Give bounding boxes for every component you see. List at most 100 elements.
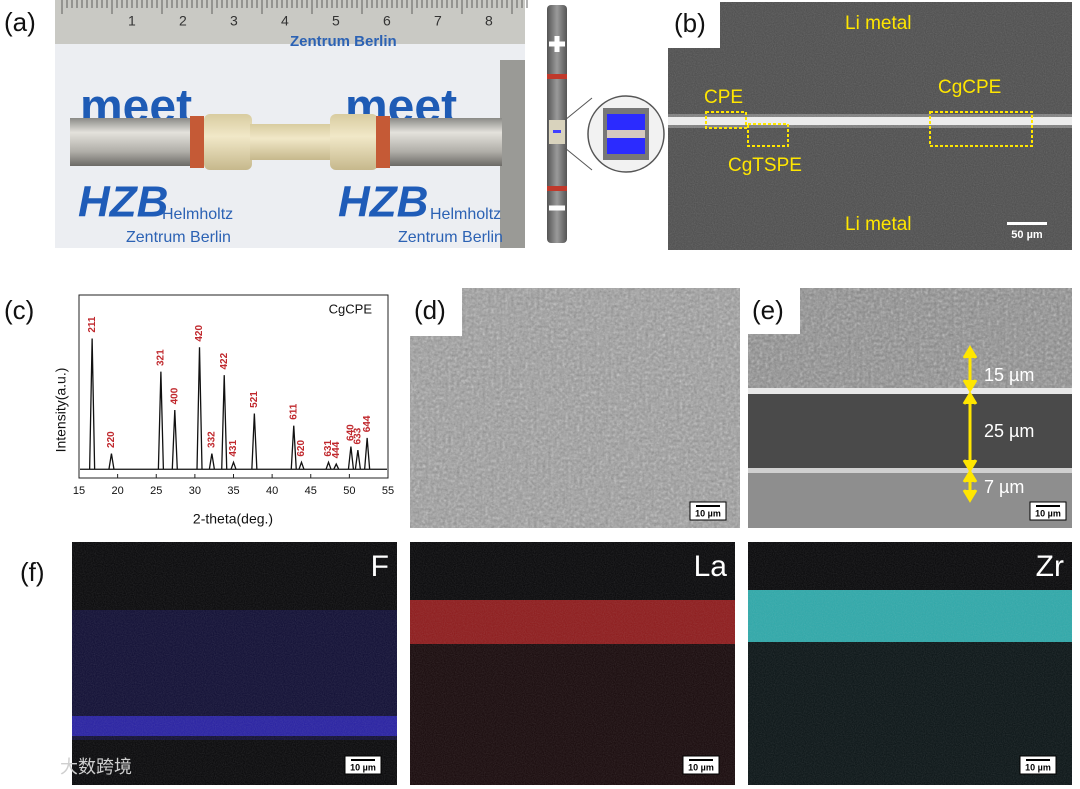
region-box — [929, 111, 1033, 147]
sem-noise — [668, 2, 1072, 250]
scale-bar — [1026, 759, 1050, 761]
panel-label: (e) — [752, 295, 784, 325]
x-tick-label: 15 — [73, 485, 85, 497]
ruler-number: 3 — [230, 13, 238, 29]
element-label: Zr — [1036, 550, 1064, 583]
peak — [221, 375, 228, 470]
photo-text: Helmholtz — [430, 206, 501, 223]
thickness-label: 25 µm — [984, 421, 1034, 441]
peak — [157, 371, 165, 470]
peak-label: 220 — [106, 431, 117, 448]
legend: CgCPE — [329, 301, 373, 316]
label-bg — [410, 288, 462, 336]
scale-bar — [696, 505, 720, 507]
scale-label: 50 µm — [1011, 229, 1043, 241]
inset-lines — [564, 97, 593, 171]
peak — [88, 338, 96, 470]
panel-label: (d) — [414, 295, 446, 325]
cell-sample — [553, 130, 561, 133]
ruler-number: 8 — [485, 13, 493, 29]
region-label: Li metal — [845, 214, 912, 235]
panel-label: (c) — [4, 295, 34, 325]
sem-noise — [748, 288, 1072, 390]
peak-label: 332 — [207, 431, 218, 448]
ring — [190, 116, 204, 168]
peak-label: 321 — [156, 349, 167, 366]
peak-label: 631 — [323, 440, 334, 457]
label-bg — [668, 2, 720, 48]
peak-label: 640 — [346, 424, 357, 441]
electrolyte-layer — [668, 117, 1072, 125]
label-bg — [0, 0, 55, 48]
label-bg — [748, 288, 800, 334]
holder — [250, 124, 332, 160]
sem-b: (b) Li metal Li metal CPE CgTSPE CgCPE 5… — [668, 2, 1072, 250]
inset-li — [607, 138, 645, 154]
peak — [347, 446, 355, 470]
photo-panel: meet meet Zentrum Berlin HZB Helmholtz Z… — [55, 0, 528, 248]
scale-bar — [1036, 505, 1060, 507]
peak-label: 611 — [288, 403, 299, 420]
element-label: F — [371, 550, 389, 583]
rod — [70, 118, 195, 166]
panel-label: (f) — [20, 557, 45, 587]
watermark: 大数跨境 — [60, 757, 132, 777]
ruler-number: 1 — [128, 13, 136, 29]
region-label: CPE — [704, 87, 743, 108]
region-label: CgCPE — [938, 77, 1001, 98]
panel-label: (a) — [4, 7, 36, 37]
peak-label: 620 — [296, 440, 307, 457]
logo: HZB — [78, 178, 168, 227]
ruler-number: 5 — [332, 13, 340, 29]
scale-bar — [689, 759, 713, 761]
peak-label: 211 — [87, 316, 98, 333]
sem-d: (d) 10 µm — [410, 288, 740, 528]
electrolyte-glow — [668, 114, 1072, 128]
peak-label: 521 — [249, 391, 260, 408]
bottom-layer — [748, 473, 1072, 528]
peak — [251, 413, 258, 470]
peak — [208, 453, 216, 470]
panel-label: (b) — [674, 8, 706, 38]
photo-text: Zentrum Berlin — [398, 229, 503, 246]
peak — [325, 460, 332, 470]
peak — [290, 425, 297, 470]
scale-label: 10 µm — [350, 762, 376, 772]
inset-li — [607, 114, 645, 130]
peak — [196, 347, 203, 470]
scale-label: 10 µm — [688, 762, 714, 772]
scale-label: 10 µm — [695, 508, 721, 518]
y-axis-title: Intensity(a.u.) — [53, 368, 69, 453]
x-tick-label: 40 — [266, 485, 278, 497]
scale-bar — [351, 759, 375, 761]
xrd-chart: (c) CgCPE 2-theta(deg.) Intensity(a.u.) … — [4, 294, 394, 527]
peak — [171, 410, 178, 470]
scale-bar — [1007, 222, 1047, 225]
holder — [204, 114, 252, 170]
peak — [363, 437, 371, 470]
scale-label: 10 µm — [1025, 762, 1051, 772]
x-tick-label: 25 — [150, 485, 162, 497]
x-tick-label: 30 — [189, 485, 201, 497]
logo: HZB — [338, 178, 428, 227]
peak-label: 422 — [219, 352, 230, 369]
plus-sign — [549, 36, 565, 52]
peak — [354, 450, 362, 470]
ruler-number: 4 — [281, 13, 289, 29]
x-tick-label: 55 — [382, 485, 394, 497]
peak-label: 444 — [331, 441, 342, 458]
thickness-label: 7 µm — [984, 477, 1024, 497]
ring — [547, 186, 567, 191]
map-noise — [72, 542, 397, 785]
region-box — [705, 111, 747, 129]
scale-label: 10 µm — [1035, 508, 1061, 518]
map-noise — [748, 542, 1072, 785]
x-axis-title: 2-theta(deg.) — [193, 511, 273, 527]
inset-electrolyte — [607, 130, 645, 138]
peak-label: 644 — [362, 415, 373, 432]
ruler-number: 2 — [179, 13, 187, 29]
caliper-jaw — [500, 60, 525, 248]
rod — [390, 118, 502, 166]
eds-maps: F 10 µm La 10 µm Zr 10 µm — [72, 542, 1072, 785]
